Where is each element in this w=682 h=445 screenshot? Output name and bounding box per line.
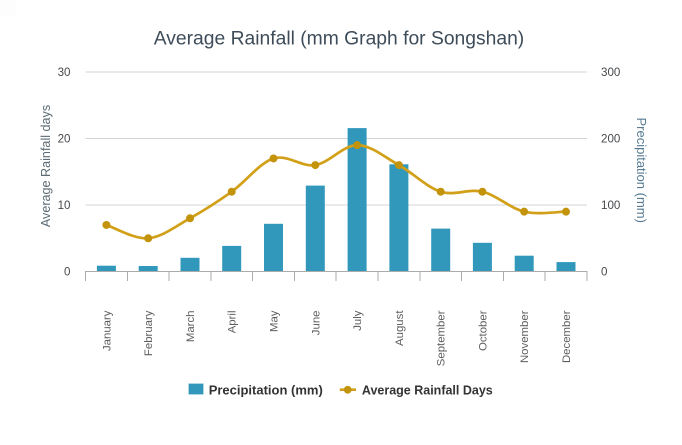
svg-text:Precipitation (mm): Precipitation (mm) [634, 117, 649, 222]
svg-text:February: February [143, 310, 155, 356]
svg-text:November: November [519, 310, 531, 363]
svg-text:Average Rainfall Days: Average Rainfall Days [362, 383, 493, 397]
svg-text:October: October [477, 310, 489, 351]
svg-text:August: August [394, 310, 406, 346]
svg-text:May: May [269, 310, 281, 332]
svg-text:0: 0 [64, 265, 70, 278]
svg-text:Precipitation (mm): Precipitation (mm) [209, 382, 323, 397]
svg-text:100: 100 [601, 199, 620, 212]
svg-text:30: 30 [58, 66, 71, 79]
svg-text:200: 200 [601, 132, 620, 145]
svg-text:April: April [227, 311, 239, 334]
svg-text:September: September [436, 310, 448, 366]
svg-text:300: 300 [601, 66, 620, 79]
svg-text:January: January [101, 310, 113, 351]
svg-text:0: 0 [601, 265, 607, 278]
svg-text:March: March [185, 311, 197, 343]
svg-text:Average Rainfall days: Average Rainfall days [39, 105, 53, 227]
svg-text:July: July [352, 310, 364, 331]
svg-text:December: December [561, 310, 573, 363]
svg-text:10: 10 [58, 199, 71, 212]
svg-text:20: 20 [58, 132, 71, 145]
svg-text:June: June [310, 311, 322, 336]
svg-text:Average Rainfall (mm Graph for: Average Rainfall (mm Graph for Songshan) [154, 29, 524, 50]
